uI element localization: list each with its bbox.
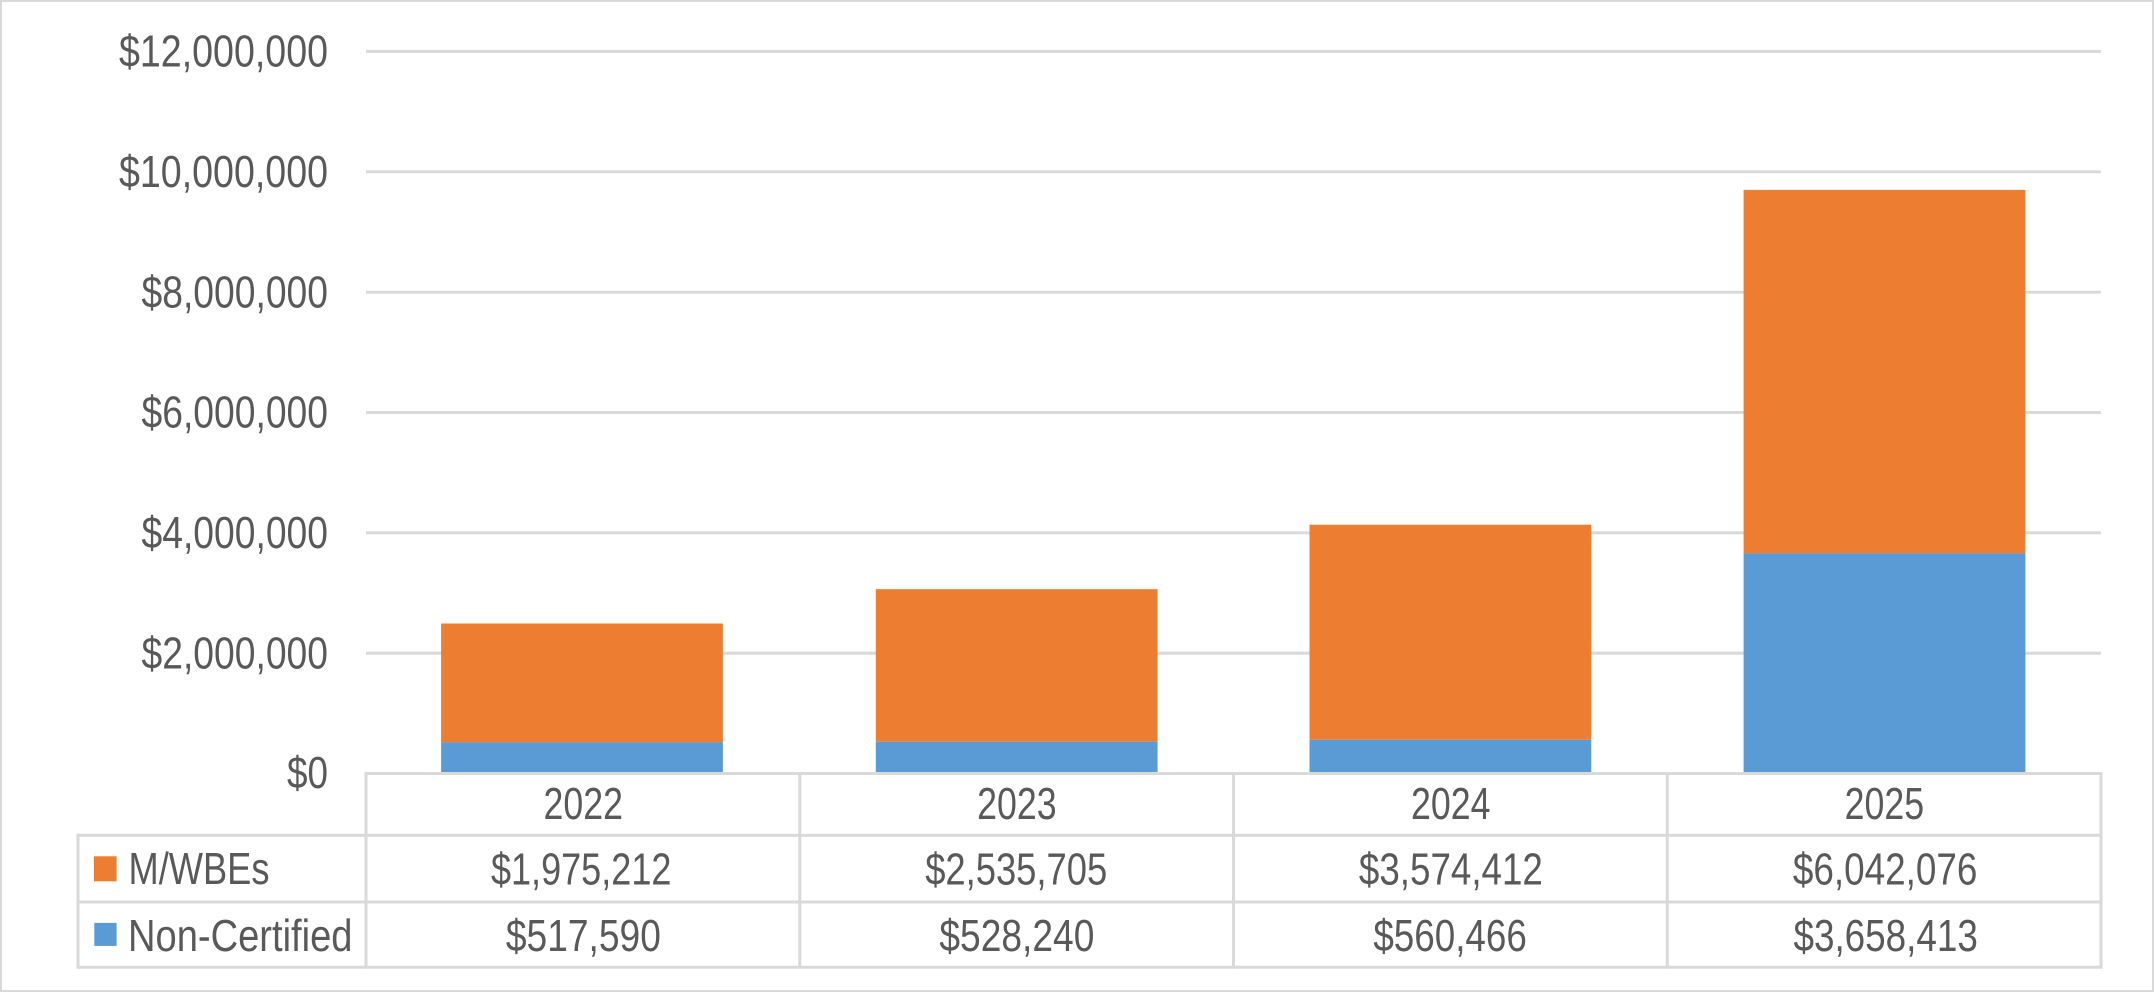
svg-text:$6,000,000: $6,000,000 [142,387,329,438]
svg-text:$3,658,413: $3,658,413 [1793,910,1978,961]
svg-text:$560,466: $560,466 [1373,910,1527,961]
svg-text:$4,000,000: $4,000,000 [142,507,329,558]
svg-text:2024: 2024 [1411,778,1491,829]
svg-text:$1,975,212: $1,975,212 [491,844,672,895]
svg-text:Non-Certified: Non-Certified [128,910,353,961]
svg-text:M/WBEs: M/WBEs [129,843,270,894]
svg-text:2025: 2025 [1845,778,1925,829]
svg-text:$2,000,000: $2,000,000 [142,627,329,678]
svg-text:$528,240: $528,240 [939,910,1094,961]
svg-text:$517,590: $517,590 [506,910,661,961]
svg-text:$2,535,705: $2,535,705 [925,844,1107,895]
svg-text:2022: 2022 [543,778,623,829]
svg-text:2023: 2023 [977,778,1057,829]
svg-text:$10,000,000: $10,000,000 [119,146,328,197]
svg-text:$0: $0 [287,747,328,798]
svg-text:$12,000,000: $12,000,000 [119,26,328,77]
svg-text:$8,000,000: $8,000,000 [142,266,329,317]
svg-text:$6,042,076: $6,042,076 [1793,844,1978,895]
svg-text:$3,574,412: $3,574,412 [1359,844,1543,895]
